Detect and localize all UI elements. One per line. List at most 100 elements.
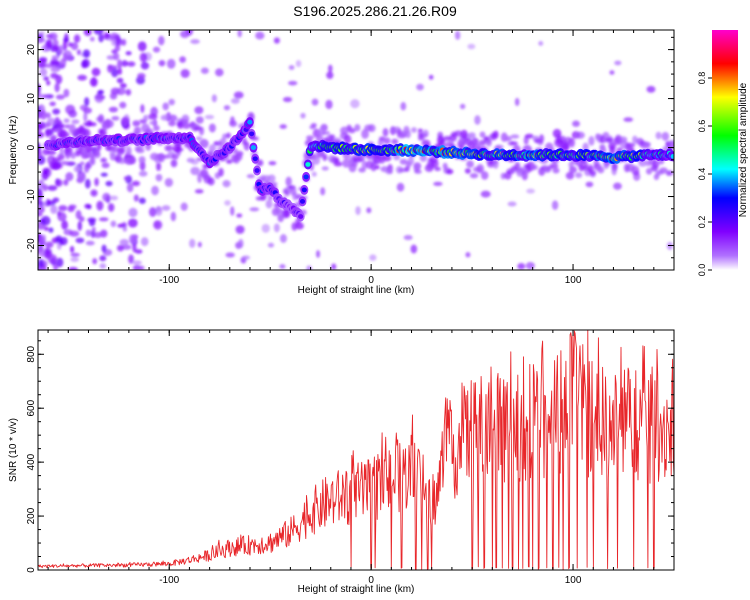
noise-blob <box>102 192 111 202</box>
noise-blob <box>126 183 134 193</box>
noise-blob <box>525 262 535 270</box>
noise-blob <box>459 103 466 110</box>
noise-blob <box>194 189 204 194</box>
noise-blob <box>195 116 204 124</box>
noise-blob <box>396 182 405 192</box>
halo-blob <box>164 144 173 152</box>
ridge-core <box>249 131 255 137</box>
noise-blob <box>50 67 61 73</box>
halo-blob <box>578 164 585 172</box>
noise-blob <box>116 77 124 84</box>
snr-marks <box>38 330 674 570</box>
noise-blob <box>38 121 47 130</box>
halo-blob <box>422 129 429 138</box>
noise-blob <box>168 98 175 106</box>
halo-blob <box>44 122 51 128</box>
halo-blob <box>195 136 203 141</box>
halo-blob <box>602 131 610 139</box>
noise-blob <box>403 234 413 241</box>
halo-blob <box>52 128 62 133</box>
noise-blob <box>623 117 634 122</box>
noise-blob <box>77 221 83 231</box>
noise-blob <box>77 74 87 81</box>
noise-blob <box>109 195 119 201</box>
noise-blob <box>38 63 46 69</box>
noise-blob <box>180 30 190 39</box>
spectrogram-xtick-label: -100 <box>159 275 179 286</box>
noise-blob <box>350 99 360 109</box>
halo-blob <box>60 131 70 139</box>
noise-blob <box>326 71 334 80</box>
noise-blob <box>164 177 174 187</box>
halo-blob <box>405 130 411 139</box>
halo-blob <box>510 141 518 146</box>
noise-blob <box>235 225 245 234</box>
noise-blob <box>93 30 104 35</box>
halo-blob <box>182 122 191 129</box>
noise-blob <box>57 212 67 222</box>
noise-blob <box>538 41 544 46</box>
noise-blob <box>38 150 42 158</box>
noise-blob <box>166 58 176 69</box>
snr-ytick-label: 600 <box>26 399 37 416</box>
noise-blob <box>132 260 142 266</box>
noise-blob <box>121 60 128 67</box>
noise-blob <box>148 207 157 217</box>
noise-blob <box>38 89 41 99</box>
halo-blob <box>153 124 160 132</box>
halo-blob <box>430 160 439 168</box>
halo-blob <box>655 131 662 140</box>
halo-blob <box>149 120 157 126</box>
noise-blob <box>230 97 240 104</box>
halo-blob <box>562 144 570 151</box>
noise-blob <box>63 179 69 186</box>
noise-blob <box>68 267 79 270</box>
halo-blob <box>208 144 217 153</box>
spectrogram-xtick-label: 0 <box>368 275 374 286</box>
halo-blob <box>63 118 70 124</box>
halo-blob <box>321 166 329 171</box>
spectrogram-ytick-label: -20 <box>26 238 37 253</box>
halo-blob <box>383 137 391 145</box>
noise-blob <box>273 37 280 44</box>
spectrogram-ytick-label: -10 <box>26 189 37 204</box>
halo-blob <box>291 222 298 231</box>
noise-blob <box>117 59 123 70</box>
halo-blob <box>117 146 126 154</box>
snr-ytick-label: 200 <box>26 507 37 524</box>
noise-blob <box>128 234 136 244</box>
noise-blob <box>311 98 319 106</box>
halo-blob <box>476 163 485 174</box>
halo-blob <box>354 124 361 132</box>
noise-blob <box>282 96 293 103</box>
noise-blob <box>45 241 54 248</box>
spectrogram-ylabel: Frequency (Hz) <box>8 116 19 185</box>
halo-blob <box>106 119 114 128</box>
snr-ylabel: SNR (10 * v/v) <box>8 418 19 482</box>
noise-blob <box>73 165 81 173</box>
noise-blob <box>84 97 90 107</box>
noise-blob <box>43 226 49 231</box>
noise-blob <box>91 226 96 233</box>
noise-blob <box>273 223 280 233</box>
noise-blob <box>179 56 186 63</box>
halo-blob <box>385 169 393 175</box>
noise-blob <box>224 200 231 206</box>
noise-blob <box>85 240 95 246</box>
halo-blob <box>439 138 446 147</box>
noise-blob <box>107 64 113 73</box>
noise-blob <box>190 39 200 44</box>
noise-blob <box>155 173 163 182</box>
halo-blob <box>569 166 577 174</box>
colorbar-gradient <box>712 30 738 270</box>
halo-blob <box>659 167 668 174</box>
noise-blob <box>68 204 77 210</box>
noise-blob <box>88 219 96 227</box>
noise-blob <box>117 68 123 75</box>
noise-blob <box>111 67 119 78</box>
noise-blob <box>66 161 76 166</box>
noise-blob <box>43 76 49 81</box>
halo-blob <box>58 123 66 129</box>
noise-blob <box>70 257 80 262</box>
noise-blob <box>99 255 107 262</box>
